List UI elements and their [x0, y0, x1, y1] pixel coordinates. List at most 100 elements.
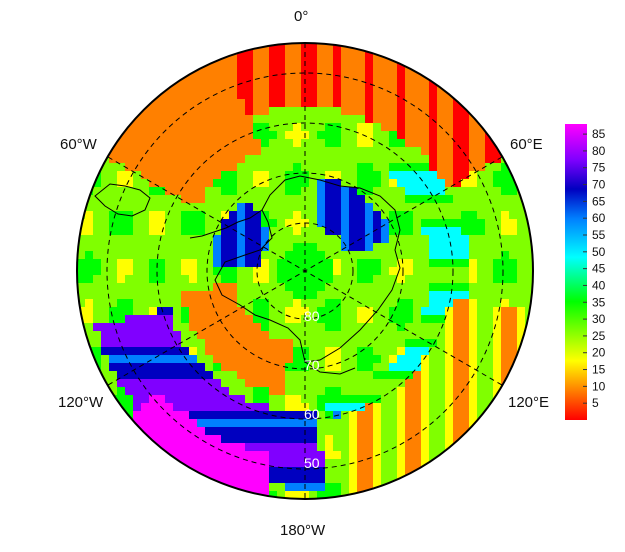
data-cell [341, 387, 349, 395]
data-cell [141, 59, 149, 67]
data-cell [181, 155, 189, 163]
data-cell [109, 467, 117, 475]
data-cell [133, 459, 141, 467]
data-cell [293, 83, 301, 91]
data-cell [229, 467, 237, 475]
data-cell [189, 83, 197, 91]
data-cell [141, 299, 149, 307]
data-cell [469, 123, 477, 131]
data-cell [437, 211, 445, 219]
data-cell [357, 163, 365, 171]
data-cell [157, 363, 165, 371]
data-cell [325, 243, 333, 251]
data-cell [277, 427, 285, 435]
data-cell [509, 291, 517, 299]
data-cell [117, 91, 125, 99]
data-cell [213, 291, 221, 299]
data-cell [133, 115, 141, 123]
data-cell [149, 51, 157, 59]
data-cell [181, 91, 189, 99]
data-cell [221, 363, 229, 371]
data-cell [445, 475, 453, 483]
data-cell [149, 227, 157, 235]
data-cell [181, 403, 189, 411]
data-cell [341, 147, 349, 155]
data-cell [309, 131, 317, 139]
data-cell [341, 67, 349, 75]
data-cell [381, 307, 389, 315]
data-cell [93, 411, 101, 419]
data-cell [349, 363, 357, 371]
data-cell [445, 371, 453, 379]
data-cell [333, 219, 341, 227]
data-cell [397, 411, 405, 419]
data-cell [413, 475, 421, 483]
data-cell [341, 75, 349, 83]
data-cell [341, 419, 349, 427]
data-cell [229, 195, 237, 203]
data-cell [493, 251, 501, 259]
data-cell [293, 283, 301, 291]
data-cell [237, 307, 245, 315]
data-cell [325, 107, 333, 115]
data-cell [309, 147, 317, 155]
data-cell [373, 475, 381, 483]
data-cell [493, 363, 501, 371]
data-cell [173, 51, 181, 59]
data-cell [373, 259, 381, 267]
data-cell [413, 379, 421, 387]
data-cell [405, 251, 413, 259]
data-cell [245, 355, 253, 363]
data-cell [357, 147, 365, 155]
data-cell [285, 331, 293, 339]
data-cell [77, 75, 85, 83]
data-cell [221, 163, 229, 171]
data-cell [421, 379, 429, 387]
data-cell [477, 83, 485, 91]
data-cell [197, 123, 205, 131]
data-cell [141, 275, 149, 283]
data-cell [237, 419, 245, 427]
data-cell [429, 451, 437, 459]
data-cell [85, 459, 93, 467]
data-cell [509, 299, 517, 307]
data-cell [509, 51, 517, 59]
data-cell [229, 459, 237, 467]
data-cell [101, 123, 109, 131]
data-cell [149, 67, 157, 75]
data-cell [357, 475, 365, 483]
data-cell [221, 131, 229, 139]
data-cell [357, 459, 365, 467]
data-cell [197, 443, 205, 451]
data-cell [253, 435, 261, 443]
data-cell [213, 59, 221, 67]
data-cell [413, 283, 421, 291]
data-cell [173, 331, 181, 339]
data-cell [101, 91, 109, 99]
data-cell [381, 75, 389, 83]
data-cell [317, 243, 325, 251]
data-cell [85, 123, 93, 131]
data-cell [141, 315, 149, 323]
data-cell [525, 171, 533, 179]
data-cell [149, 219, 157, 227]
data-cell [165, 99, 173, 107]
data-cell [397, 291, 405, 299]
data-cell [229, 275, 237, 283]
data-cell [197, 67, 205, 75]
data-cell [285, 195, 293, 203]
data-cell [125, 403, 133, 411]
data-cell [213, 403, 221, 411]
data-cell [189, 203, 197, 211]
data-cell [349, 91, 357, 99]
data-cell [285, 107, 293, 115]
data-cell [429, 139, 437, 147]
data-cell [373, 83, 381, 91]
data-cell [461, 147, 469, 155]
data-cell [269, 163, 277, 171]
data-cell [317, 291, 325, 299]
data-cell [101, 275, 109, 283]
data-cell [357, 187, 365, 195]
data-cell [477, 315, 485, 323]
data-cell [101, 299, 109, 307]
